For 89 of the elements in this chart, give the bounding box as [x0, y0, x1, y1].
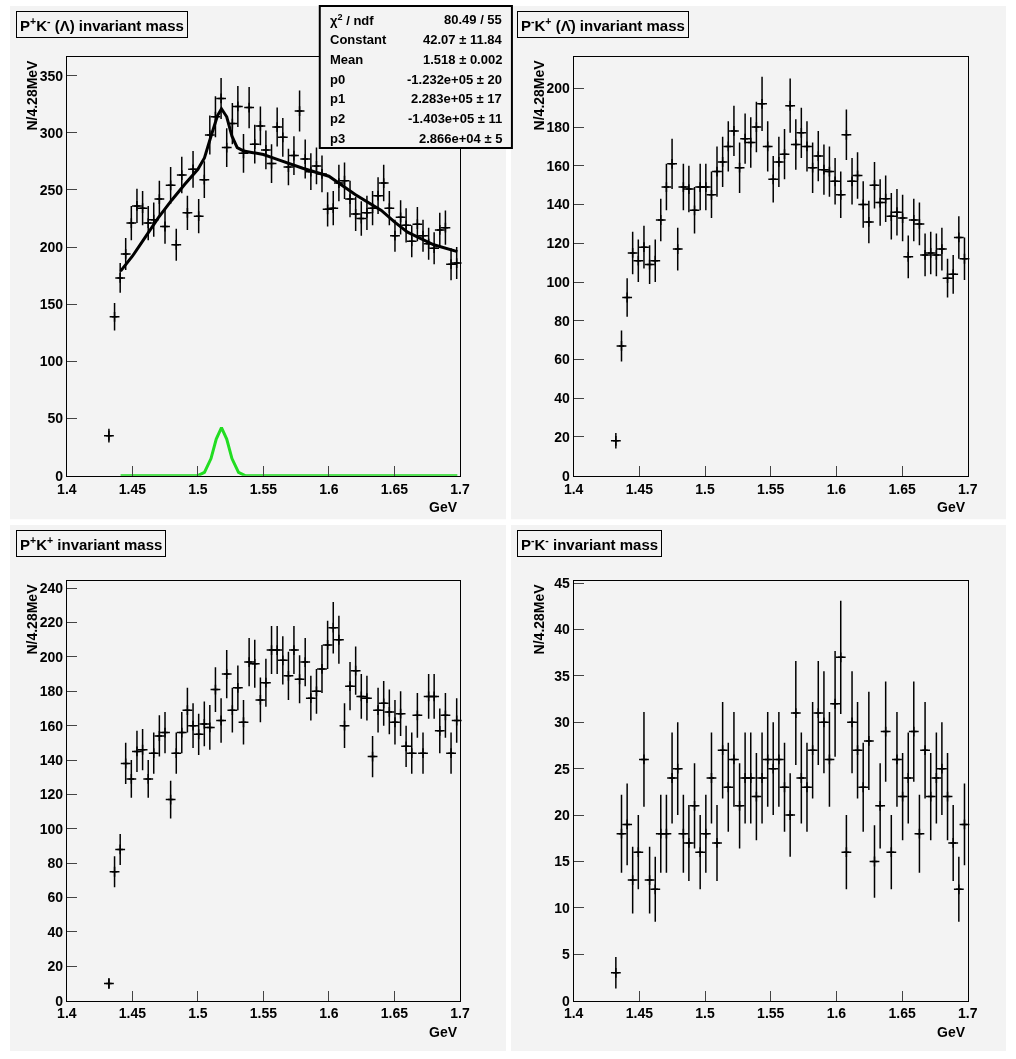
y-tick-label: 250 [39, 181, 64, 198]
y-tick-label: 30 [554, 714, 571, 731]
y-tick-label: 100 [39, 820, 64, 837]
chart-title: P$^{+}$K$^{-}$ (Λ) invariant mass [20, 15, 184, 35]
y-tick-label: 20 [554, 807, 571, 823]
x-tick-label: 1.55 [249, 1005, 278, 1022]
y-axis-title: N/4.28MeV [530, 59, 547, 131]
x-tick-label: 1.55 [249, 480, 278, 497]
x-axis-title: GeV [429, 499, 458, 515]
annotation: p1 [330, 91, 346, 106]
y-tick-label: 200 [546, 80, 571, 97]
x-tick-label: 1.5 [695, 480, 715, 497]
x-tick-label: 1.6 [319, 480, 339, 497]
x-tick-label: 1.45 [625, 480, 654, 497]
y-tick-label: 20 [47, 958, 64, 975]
annotation: 1.518 ± 0.002 [423, 52, 503, 67]
x-tick-label: 1.7 [958, 1005, 978, 1022]
annotation: -1.403e+05 ± 11 [408, 111, 503, 126]
x-tick-label: 1.65 [380, 1005, 409, 1022]
y-tick-label: 100 [546, 273, 571, 290]
x-tick-label: 1.5 [695, 1005, 715, 1022]
chart-title: P$^{+}$K$^{+}$ invariant mass [20, 534, 163, 554]
annotation: p2 [330, 111, 346, 126]
y-tick-label: 5 [562, 946, 571, 963]
x-tick-label: 1.7 [450, 1005, 470, 1022]
y-tick-label: 180 [39, 683, 64, 700]
y-tick-label: 60 [47, 889, 64, 906]
annotation: 2.866e+04 ± 5 [419, 131, 503, 146]
annotation: p3 [330, 131, 346, 146]
chart-title: P$^{-}$K$^{-}$ invariant mass [521, 534, 659, 554]
y-tick-label: 40 [47, 923, 64, 940]
y-tick-label: 80 [554, 312, 571, 329]
annotation: p0 [330, 72, 346, 87]
x-tick-label: 1.6 [826, 1005, 847, 1022]
x-tick-label: 1.6 [319, 1005, 339, 1022]
y-tick-label: 10 [554, 899, 571, 916]
x-tick-label: 1.65 [888, 1005, 916, 1022]
y-tick-label: 180 [546, 118, 571, 135]
y-tick-label: 160 [39, 717, 64, 734]
x-tick-label: 1.65 [380, 480, 409, 497]
y-tick-label: 35 [554, 667, 571, 684]
x-tick-label: 1.65 [888, 480, 916, 497]
x-tick-label: 1.55 [757, 480, 785, 497]
x-axis-title: GeV [937, 1024, 966, 1040]
x-tick-label: 1.5 [188, 1005, 208, 1022]
y-tick-label: 60 [554, 351, 571, 368]
y-tick-label: 120 [39, 786, 64, 803]
x-axis-title: GeV [937, 499, 966, 515]
y-tick-label: 50 [47, 410, 64, 427]
annotation: 2.283e+05 ± 17 [411, 91, 502, 106]
y-tick-label: 80 [47, 855, 64, 872]
y-axis-title: N/4.28MeV [23, 583, 40, 655]
y-tick-label: 300 [39, 124, 64, 141]
annotation: Mean [330, 52, 364, 67]
text: 80.49 / 55 [444, 12, 502, 27]
annotation: -1.232e+05 ± 20 [407, 72, 502, 87]
text: Constant [330, 32, 387, 47]
x-tick-label: 1.55 [757, 1005, 785, 1022]
y-tick-label: 100 [39, 353, 64, 370]
y-tick-label: 140 [546, 196, 571, 213]
x-tick-label: 1.45 [118, 480, 147, 497]
text: 42.07 ± 11.84 [423, 32, 503, 47]
y-tick-label: 150 [39, 296, 64, 313]
x-tick-label: 1.5 [188, 480, 208, 497]
y-tick-label: 140 [39, 751, 64, 768]
y-axis-title: N/4.28MeV [23, 59, 40, 131]
chart-title: P$^{-}$K$^{+}$ (Λ̄) invariant mass [521, 15, 685, 35]
x-tick-label: 1.6 [826, 480, 847, 497]
x-axis-title: GeV [429, 1024, 458, 1040]
y-tick-label: 15 [554, 853, 571, 870]
y-tick-label: 120 [546, 235, 571, 252]
y-tick-label: 20 [554, 428, 571, 445]
y-axis-title: N/4.28MeV [530, 583, 547, 655]
x-tick-label: 1.7 [450, 480, 470, 497]
y-tick-label: 25 [554, 760, 571, 777]
text: χ$^{2}$ / ndf [330, 12, 375, 29]
x-tick-label: 1.45 [625, 1005, 654, 1022]
x-tick-label: 1.7 [958, 480, 978, 497]
y-tick-label: 200 [39, 648, 64, 665]
x-tick-label: 1.45 [118, 1005, 147, 1022]
line-series [119, 426, 459, 476]
y-tick-label: 160 [546, 157, 571, 174]
y-tick-label: 240 [39, 580, 64, 597]
y-tick-label: 40 [554, 390, 571, 407]
y-tick-label: 200 [39, 238, 64, 255]
y-tick-label: 40 [554, 621, 571, 638]
y-tick-label: 220 [39, 614, 64, 631]
y-tick-label: 45 [554, 575, 571, 592]
y-tick-label: 350 [39, 67, 64, 84]
